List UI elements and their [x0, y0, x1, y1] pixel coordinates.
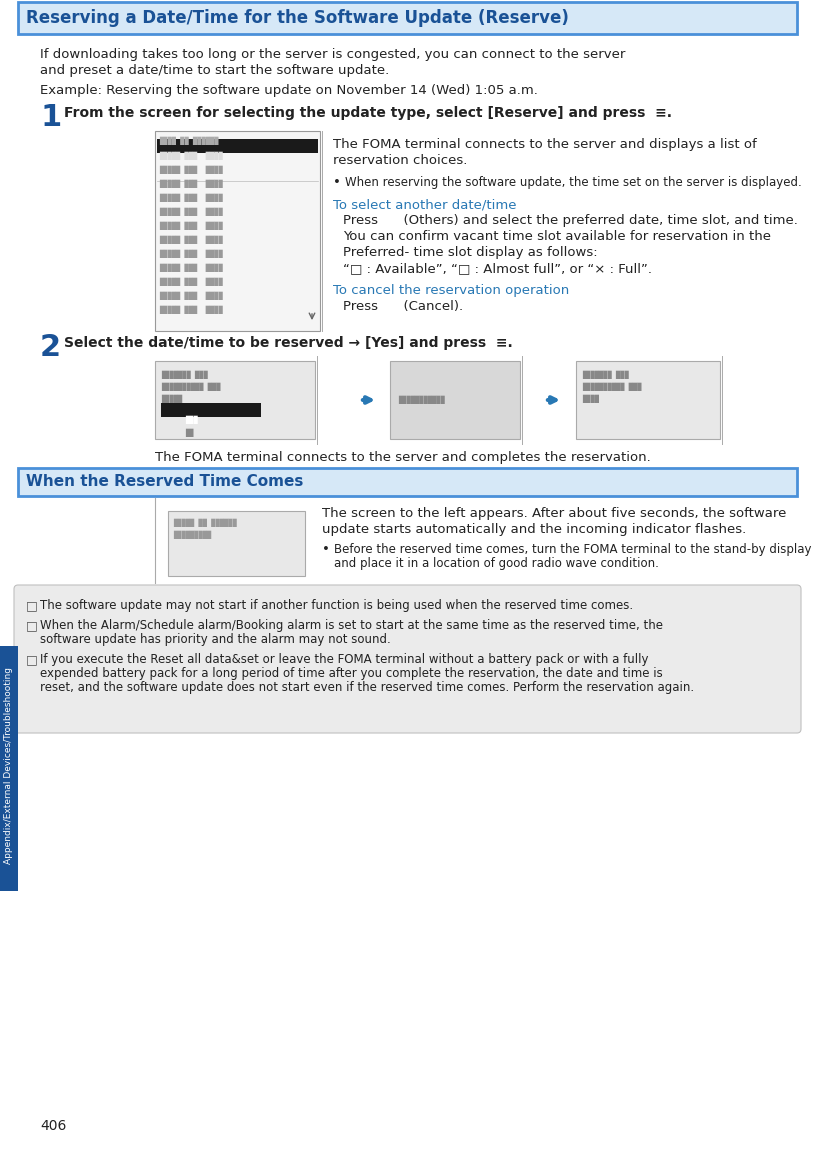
Text: When the Reserved Time Comes: When the Reserved Time Comes — [26, 475, 303, 490]
Text: •: • — [333, 176, 341, 189]
Text: █████ ███  ████: █████ ███ ████ — [159, 307, 222, 315]
FancyBboxPatch shape — [14, 585, 801, 733]
Bar — [576, 361, 720, 439]
Text: 1: 1 — [40, 103, 61, 132]
Bar — [18, 468, 797, 496]
Text: ███████ ███: ███████ ███ — [161, 372, 208, 380]
Text: █████ ███  ████: █████ ███ ████ — [159, 152, 222, 160]
Text: ██: ██ — [185, 430, 193, 438]
Text: □: □ — [26, 599, 37, 612]
Text: █████ ███  ████: █████ ███ ████ — [159, 264, 222, 273]
Text: █████: █████ — [161, 395, 183, 403]
Text: █████ ███  ████: █████ ███ ████ — [159, 180, 222, 188]
Text: Preferred- time slot display as follows:: Preferred- time slot display as follows: — [343, 246, 597, 259]
Text: ███████████: ███████████ — [398, 396, 445, 404]
Text: 2: 2 — [40, 333, 61, 362]
Bar — [155, 361, 315, 439]
Text: The FOMA terminal connects to the server and completes the reservation.: The FOMA terminal connects to the server… — [155, 450, 650, 464]
Text: █████ ███  ████: █████ ███ ████ — [159, 250, 222, 258]
Text: 406: 406 — [40, 1119, 66, 1133]
Text: ██████████ ███: ██████████ ███ — [161, 383, 221, 391]
Text: You can confirm vacant time slot available for reservation in the: You can confirm vacant time slot availab… — [343, 230, 771, 243]
Text: From the screen for selecting the update type, select [Reserve] and press  ≡.: From the screen for selecting the update… — [64, 106, 672, 120]
Text: ████ ██ ██████: ████ ██ ██████ — [159, 137, 218, 145]
Bar — [161, 403, 261, 417]
Text: Appendix/External Devices/Troubleshooting: Appendix/External Devices/Troubleshootin… — [5, 668, 14, 865]
Bar — [0, 646, 18, 890]
Text: If downloading takes too long or the server is congested, you can connect to the: If downloading takes too long or the ser… — [40, 48, 625, 62]
Text: To select another date/time: To select another date/time — [333, 199, 517, 211]
Text: The FOMA terminal connects to the server and displays a list of: The FOMA terminal connects to the server… — [333, 138, 757, 151]
Bar — [157, 139, 318, 153]
Text: When the Alarm/Schedule alarm/Booking alarm is set to start at the same time as : When the Alarm/Schedule alarm/Booking al… — [40, 619, 663, 632]
Text: █████ ███  ████: █████ ███ ████ — [159, 166, 222, 174]
Text: To cancel the reservation operation: To cancel the reservation operation — [333, 284, 569, 297]
Text: Example: Reserving the software update on November 14 (Wed) 1:05 a.m.: Example: Reserving the software update o… — [40, 84, 538, 98]
Text: and preset a date/time to start the software update.: and preset a date/time to start the soft… — [40, 64, 390, 77]
Text: reset, and the software update does not start even if the reserved time comes. P: reset, and the software update does not … — [40, 682, 694, 694]
Text: ██████████ ███: ██████████ ███ — [582, 383, 641, 391]
Bar — [168, 511, 305, 576]
Text: □: □ — [26, 652, 37, 666]
Text: Reserving a Date/Time for the Software Update (Reserve): Reserving a Date/Time for the Software U… — [26, 9, 569, 27]
Text: update starts automatically and the incoming indicator flashes.: update starts automatically and the inco… — [322, 522, 747, 536]
Bar — [155, 131, 320, 331]
Text: □: □ — [26, 619, 37, 632]
Text: ███: ███ — [185, 416, 198, 424]
Text: █████ ███  ████: █████ ███ ████ — [159, 208, 222, 216]
Text: ███████ ███: ███████ ███ — [582, 372, 628, 380]
Bar — [18, 2, 797, 34]
Text: When reserving the software update, the time set on the server is displayed.: When reserving the software update, the … — [345, 176, 802, 189]
Text: █████████: █████████ — [173, 531, 211, 540]
Bar — [390, 361, 520, 439]
Text: If you execute the Reset all data&set or leave the FOMA terminal without a batte: If you execute the Reset all data&set or… — [40, 652, 649, 666]
Text: and place it in a location of good radio wave condition.: and place it in a location of good radio… — [334, 557, 659, 570]
Text: █████ ███  ████: █████ ███ ████ — [159, 293, 222, 301]
Text: █████ ███  ████: █████ ███ ████ — [159, 222, 222, 230]
Text: █████ ██ ██████: █████ ██ ██████ — [173, 519, 236, 527]
Text: reservation choices.: reservation choices. — [333, 154, 467, 167]
Text: █████ ███  ████: █████ ███ ████ — [159, 236, 222, 244]
Text: software update has priority and the alarm may not sound.: software update has priority and the ala… — [40, 633, 390, 646]
Text: ████: ████ — [582, 395, 599, 403]
Text: Select the date/time to be reserved → [Yes] and press  ≡.: Select the date/time to be reserved → [Y… — [64, 336, 513, 349]
Text: •: • — [322, 543, 330, 556]
Text: expended battery pack for a long period of time after you complete the reservati: expended battery pack for a long period … — [40, 668, 663, 680]
Text: Before the reserved time comes, turn the FOMA terminal to the stand-by display: Before the reserved time comes, turn the… — [334, 543, 812, 556]
Text: Press      (Others) and select the preferred date, time slot, and time.: Press (Others) and select the preferred … — [343, 214, 798, 228]
Text: “□ : Available”, “□ : Almost full”, or “× : Full”.: “□ : Available”, “□ : Almost full”, or “… — [343, 262, 652, 275]
Text: The screen to the left appears. After about five seconds, the software: The screen to the left appears. After ab… — [322, 507, 786, 520]
Text: The software update may not start if another function is being used when the res: The software update may not start if ano… — [40, 599, 633, 612]
Text: █████ ███  ████: █████ ███ ████ — [159, 277, 222, 287]
Text: Press      (Cancel).: Press (Cancel). — [343, 300, 463, 313]
Text: █████ ███  ████: █████ ███ ████ — [159, 194, 222, 202]
